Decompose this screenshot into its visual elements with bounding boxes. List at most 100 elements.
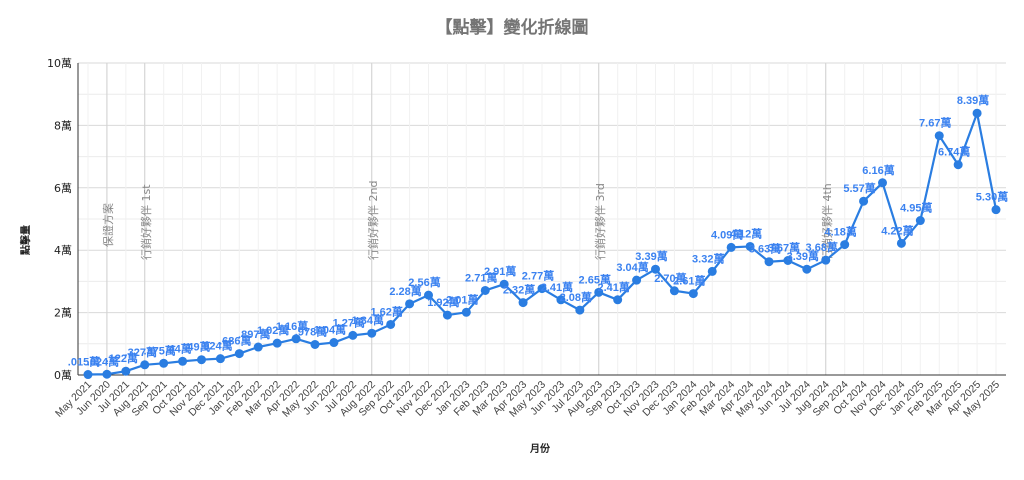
data-point[interactable] bbox=[442, 310, 452, 320]
data-label: 4.22萬 bbox=[881, 223, 913, 237]
y-tick-label: 0萬 bbox=[54, 369, 72, 382]
data-label: 3.04萬 bbox=[616, 260, 648, 274]
data-point[interactable] bbox=[140, 360, 150, 370]
data-point[interactable] bbox=[840, 240, 850, 250]
data-point[interactable] bbox=[669, 286, 679, 296]
data-point[interactable] bbox=[102, 369, 112, 379]
data-point[interactable] bbox=[178, 356, 188, 366]
annotation-lines: 保證方案 行銷好夥伴 1st 行銷好夥伴 2nd 行銷好夥伴 3rd 行銷好夥伴 4th bbox=[101, 63, 834, 375]
x-axis-title: 月份 bbox=[529, 442, 551, 455]
y-axis-ticks: 0萬 2萬 4萬 6萬 8萬 10萬 bbox=[47, 57, 72, 382]
data-point[interactable] bbox=[518, 298, 528, 308]
data-point[interactable] bbox=[367, 328, 377, 338]
data-label: .44萬 bbox=[165, 341, 191, 355]
data-label: .015萬 bbox=[68, 355, 100, 369]
data-point[interactable] bbox=[821, 255, 831, 265]
data-label: .897萬 bbox=[238, 327, 270, 341]
data-label: 3.39萬 bbox=[787, 249, 819, 263]
data-point[interactable] bbox=[537, 284, 547, 294]
y-tick-label: 2萬 bbox=[54, 307, 72, 320]
data-label: 2.65萬 bbox=[579, 272, 611, 286]
data-label: 4.09萬 bbox=[711, 227, 743, 241]
data-point[interactable] bbox=[651, 264, 660, 274]
data-point[interactable] bbox=[613, 295, 623, 305]
data-label: 1.04萬 bbox=[314, 323, 346, 337]
data-label: 4.12萬 bbox=[730, 226, 762, 240]
data-point[interactable] bbox=[594, 287, 604, 297]
data-point[interactable] bbox=[272, 338, 282, 348]
y-tick-label: 6萬 bbox=[54, 182, 72, 195]
data-label: 5.57萬 bbox=[843, 181, 875, 195]
data-label: 2.91萬 bbox=[484, 264, 516, 278]
data-point[interactable] bbox=[972, 108, 982, 118]
data-label: 4.95萬 bbox=[900, 201, 932, 215]
data-label: 2.77萬 bbox=[522, 269, 554, 283]
data-label: 2.71萬 bbox=[465, 270, 497, 284]
data-point[interactable] bbox=[197, 355, 206, 365]
data-point[interactable] bbox=[121, 366, 131, 376]
data-point[interactable] bbox=[632, 275, 642, 285]
data-point[interactable] bbox=[859, 196, 869, 206]
data-point[interactable] bbox=[424, 290, 433, 300]
data-label: 2.41萬 bbox=[541, 280, 573, 294]
series-clicks bbox=[83, 108, 1001, 380]
data-label: 2.01萬 bbox=[446, 292, 478, 306]
data-label: .978萬 bbox=[295, 324, 327, 338]
data-point[interactable] bbox=[556, 295, 566, 305]
data-label: 2.41萬 bbox=[597, 280, 629, 294]
data-point[interactable] bbox=[159, 358, 169, 368]
data-point[interactable] bbox=[688, 289, 698, 299]
data-point[interactable] bbox=[253, 342, 263, 352]
data-point[interactable] bbox=[764, 257, 774, 267]
data-point[interactable] bbox=[310, 339, 320, 349]
annotation-label: 行銷好夥伴 3rd bbox=[593, 183, 607, 260]
y-tick-label: 8萬 bbox=[54, 119, 72, 132]
data-label: 1.27萬 bbox=[333, 315, 365, 329]
data-label: 1.16萬 bbox=[276, 319, 308, 333]
data-point[interactable] bbox=[291, 334, 301, 344]
data-label: 2.08萬 bbox=[560, 290, 592, 304]
data-label: 5.30萬 bbox=[976, 190, 1008, 204]
data-labels: .015萬.024萬.122萬.327萬.375萬.44萬.49萬.524萬.6… bbox=[68, 93, 1008, 368]
data-label: 3.68萬 bbox=[806, 240, 838, 254]
data-label: 4.18萬 bbox=[824, 225, 856, 239]
data-point[interactable] bbox=[234, 349, 244, 359]
data-point[interactable] bbox=[329, 338, 339, 348]
data-point[interactable] bbox=[991, 205, 1001, 215]
data-point[interactable] bbox=[783, 255, 793, 265]
data-point[interactable] bbox=[934, 131, 944, 141]
data-label: 6.16萬 bbox=[862, 163, 894, 177]
data-point[interactable] bbox=[215, 354, 225, 364]
data-point[interactable] bbox=[953, 160, 963, 170]
data-point[interactable] bbox=[575, 305, 585, 315]
data-point[interactable] bbox=[461, 307, 471, 317]
data-point[interactable] bbox=[405, 299, 415, 309]
data-label: .122萬 bbox=[106, 351, 138, 365]
data-point[interactable] bbox=[499, 279, 509, 289]
data-label: 3.63萬 bbox=[749, 242, 781, 256]
data-point[interactable] bbox=[386, 319, 396, 329]
annotation-label: 保證方案 bbox=[101, 203, 115, 247]
data-point[interactable] bbox=[896, 238, 906, 248]
data-label: 2.70萬 bbox=[654, 271, 686, 285]
data-point[interactable] bbox=[83, 370, 93, 380]
data-label: 3.67萬 bbox=[768, 240, 800, 254]
data-label: .375萬 bbox=[143, 343, 175, 357]
data-point[interactable] bbox=[878, 178, 887, 188]
data-label: .024萬 bbox=[87, 354, 119, 368]
data-point[interactable] bbox=[726, 242, 736, 252]
data-point[interactable] bbox=[480, 285, 490, 295]
data-label: .49萬 bbox=[184, 340, 210, 354]
data-point[interactable] bbox=[745, 241, 755, 251]
gridlines bbox=[78, 62, 1006, 375]
data-point[interactable] bbox=[348, 330, 358, 340]
data-point[interactable] bbox=[707, 266, 717, 276]
data-point[interactable] bbox=[915, 216, 925, 226]
data-label: 1.02萬 bbox=[257, 323, 289, 337]
data-label: 6.74萬 bbox=[938, 145, 970, 159]
data-label: 2.61萬 bbox=[673, 274, 705, 288]
y-tick-label: 4萬 bbox=[54, 244, 72, 257]
data-point[interactable] bbox=[802, 264, 812, 274]
